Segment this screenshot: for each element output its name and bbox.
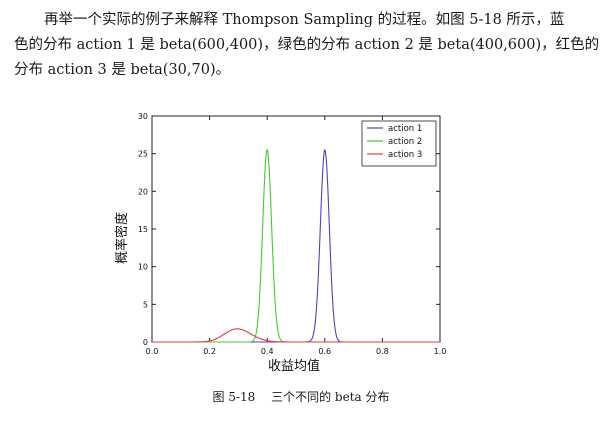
series-line-1 <box>152 148 440 343</box>
x-tick-label: 0.0 <box>146 347 159 356</box>
x-tick-label: 0.8 <box>376 347 389 356</box>
x-axis-label: 收益均值 <box>268 358 320 374</box>
x-tick-label: 1.0 <box>434 347 447 356</box>
legend-label: action 3 <box>388 150 422 160</box>
y-tick-label: 5 <box>143 300 148 309</box>
y-tick-label: 30 <box>138 112 148 121</box>
y-tick-label: 10 <box>138 263 148 272</box>
paragraph-line-3: 分布 action 3 是 beta(30,70)。 <box>14 62 231 78</box>
y-tick-label: 25 <box>138 150 148 159</box>
paragraph-line-2: 色的分布 action 1 是 beta(600,400)，绿色的分布 acti… <box>14 37 600 53</box>
series-line-2 <box>152 148 440 343</box>
figure-caption: 图 5-18 三个不同的 beta 分布 <box>0 388 602 405</box>
x-tick-label: 0.4 <box>261 347 274 356</box>
y-axis-label: 概率密度 <box>114 212 130 264</box>
legend-label: action 2 <box>388 137 422 147</box>
figure-number: 图 5-18 <box>212 390 256 404</box>
figure-caption-text: 三个不同的 beta 分布 <box>271 390 390 404</box>
y-tick-label: 20 <box>138 187 148 196</box>
y-tick-label: 0 <box>143 338 148 347</box>
y-tick-label: 15 <box>138 225 148 234</box>
x-tick-label: 0.2 <box>203 347 216 356</box>
beta-distribution-chart: 0.0 0.2 0.4 0.6 0.8 1.0 0 5 10 15 20 25 30 action 1 a… <box>114 112 447 374</box>
body-paragraph: 再举一个实际的例子来解释 Thompson Sampling 的过程。如图 5-… <box>14 8 600 83</box>
legend-label: action 1 <box>388 124 422 134</box>
paragraph-line-1: 再举一个实际的例子来解释 Thompson Sampling 的过程。如图 5-… <box>44 12 565 28</box>
x-tick-label: 0.6 <box>318 347 331 356</box>
series-line-3 <box>152 328 440 343</box>
